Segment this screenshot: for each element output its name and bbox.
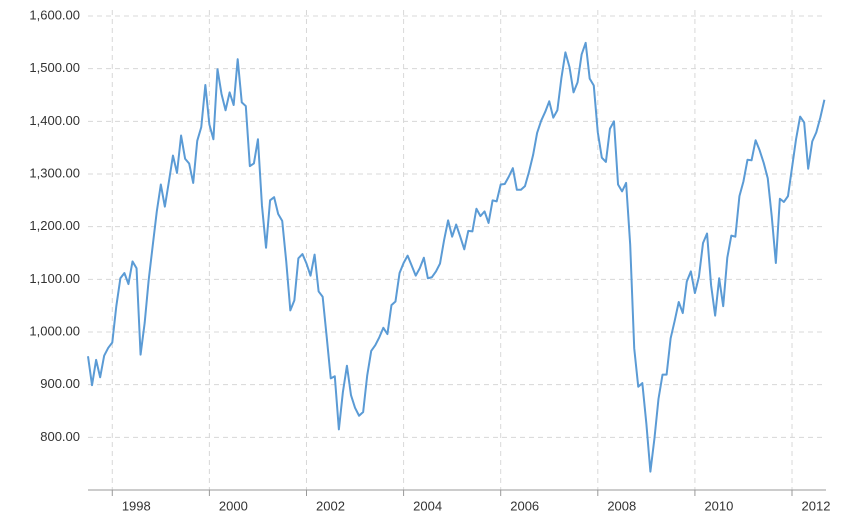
- y-tick-label: 900.00: [40, 376, 80, 391]
- x-tick-label: 2012: [802, 498, 831, 513]
- y-tick-label: 1,100.00: [29, 271, 80, 286]
- x-tick-label: 2000: [219, 498, 248, 513]
- y-tick-label: 1,300.00: [29, 165, 80, 180]
- y-tick-label: 800.00: [40, 429, 80, 444]
- y-tick-label: 1,200.00: [29, 218, 80, 233]
- y-tick-label: 1,400.00: [29, 113, 80, 128]
- x-tick-label: 2002: [316, 498, 345, 513]
- y-tick-label: 1,000.00: [29, 323, 80, 338]
- price-line: [87, 41, 826, 473]
- x-tick-label: 2008: [607, 498, 636, 513]
- x-tick-label: 2004: [413, 498, 442, 513]
- y-tick-label: 1,600.00: [29, 7, 80, 22]
- x-tick-label: 2010: [704, 498, 733, 513]
- y-tick-label: 1,500.00: [29, 60, 80, 75]
- x-tick-label: 1998: [122, 498, 151, 513]
- x-tick-label: 2006: [510, 498, 539, 513]
